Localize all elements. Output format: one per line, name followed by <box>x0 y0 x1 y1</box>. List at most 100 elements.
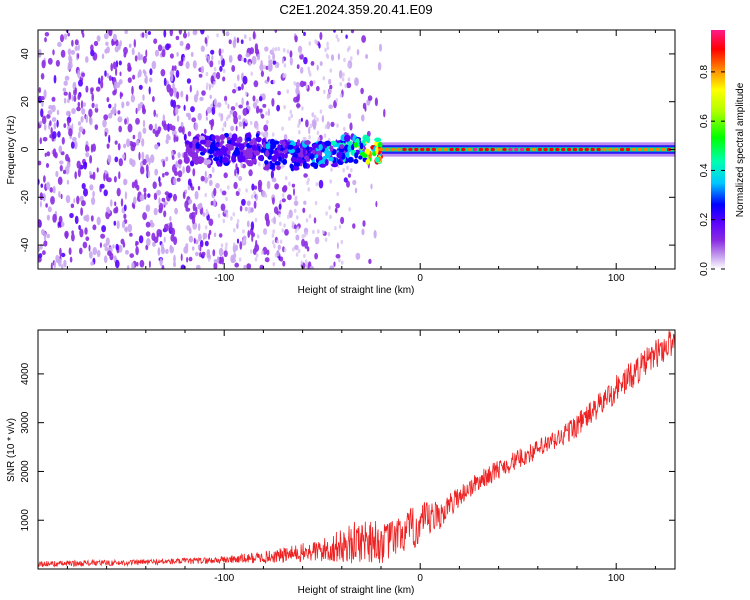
spectrogram-noise-cell <box>116 187 121 197</box>
spectrogram-noise-cell <box>114 201 117 207</box>
spectrogram-signal-cell <box>192 155 196 162</box>
spectrogram-noise-cell <box>243 57 247 63</box>
spectrogram-signal-cell <box>189 151 194 157</box>
spectrogram-noise-cell <box>67 118 70 126</box>
spectrogram-noise-cell <box>221 58 225 68</box>
spectrogram-noise-cell <box>108 103 112 109</box>
spectrogram-noise-cell <box>88 108 93 118</box>
spectrogram-noise-cell <box>61 252 66 258</box>
spectrogram-peak-cell <box>590 147 595 152</box>
spectrogram-noise-cell <box>90 144 94 153</box>
spectrogram-noise-cell <box>255 194 258 201</box>
spectrogram-noise-cell <box>156 232 159 239</box>
spectrogram-noise-cell <box>70 203 75 209</box>
spectrogram-peak-cell <box>637 147 642 152</box>
spectrogram-noise-cell <box>297 248 301 254</box>
spectrogram-noise-cell <box>355 252 361 260</box>
spectrogram-peak-cell <box>408 147 413 152</box>
spectrogram-noise-cell <box>258 162 261 167</box>
spectrogram-noise-cell <box>239 241 243 250</box>
spectrogram-noise-cell <box>305 119 309 128</box>
spectrogram-signal-cell <box>339 144 345 149</box>
spectrogram-noise-cell <box>145 204 151 212</box>
spectrogram-noise-cell <box>272 229 276 234</box>
spectrogram-noise-cell <box>307 177 310 182</box>
spectrogram-noise-cell <box>125 101 130 107</box>
spectrogram-noise-cell <box>119 91 122 100</box>
spectrogram-noise-cell <box>58 191 61 198</box>
spectrogram-signal-cell <box>292 166 300 171</box>
spectrogram-peak-cell <box>555 147 560 152</box>
spectrogram-noise-cell <box>274 47 278 52</box>
spectrogram-noise-cell <box>286 49 290 54</box>
spectrogram-noise-cell <box>60 34 64 43</box>
spectrogram-noise-cell <box>223 172 228 179</box>
spectrogram-noise-cell <box>333 30 336 33</box>
spectrogram-noise-cell <box>267 108 270 117</box>
spectrogram-noise-cell <box>216 71 221 80</box>
spectrogram-noise-cell <box>63 259 67 268</box>
spectrogram-noise-cell <box>39 243 43 250</box>
spectrogram-noise-cell <box>111 38 114 47</box>
spectrogram-noise-cell <box>79 228 84 238</box>
spectrogram-noise-cell <box>38 219 41 228</box>
spectrogram-noise-cell <box>47 206 52 213</box>
spectrogram-noise-cell <box>186 256 189 263</box>
spectrogram-noise-cell <box>157 126 162 132</box>
spectrogram-noise-cell <box>39 200 42 208</box>
spectrogram-noise-cell <box>330 167 333 172</box>
spectrogram-peak-cell <box>625 147 631 152</box>
spectrogram-noise-cell <box>108 30 113 37</box>
spectrogram-signal-cell <box>220 140 225 144</box>
spectrogram-noise-cell <box>313 217 317 224</box>
spectrogram-noise-cell <box>264 193 268 198</box>
spectrogram-noise-cell <box>122 154 126 159</box>
spectrogram-noise-cell <box>194 190 199 200</box>
spectrogram-noise-cell <box>325 211 328 216</box>
spectrogram-noise-cell <box>306 246 310 252</box>
spectrogram-noise-cell <box>69 212 74 219</box>
spectrogram-noise-cell <box>135 246 139 256</box>
spectrogram-noise-cell <box>245 119 248 124</box>
spectrogram-noise-cell <box>337 53 341 61</box>
spectrogram-noise-cell <box>201 90 206 96</box>
spectrogram-noise-cell <box>95 86 101 92</box>
spectrogram-noise-cell <box>173 254 176 264</box>
spectrogram-noise-cell <box>171 65 175 72</box>
spectrogram-noise-cell <box>76 195 80 205</box>
spectrogram-peak-cell <box>631 147 636 152</box>
spectrogram-noise-cell <box>196 264 201 269</box>
spectrogram-noise-cell <box>284 229 289 236</box>
spectrogram-noise-cell <box>218 48 222 57</box>
spectrogram-noise-cell <box>299 51 302 56</box>
spectrogram-noise-cell <box>90 261 94 266</box>
spectrogram-noise-cell <box>142 107 146 115</box>
spectrogram-noise-cell <box>264 257 270 263</box>
spectrogram-noise-cell <box>206 251 211 259</box>
spectrogram-noise-cell <box>208 218 214 226</box>
spectrogram-noise-cell <box>242 229 245 234</box>
spectrogram-noise-cell <box>361 114 365 122</box>
spectrogram-noise-cell <box>142 212 148 221</box>
spectrogram-noise-cell <box>213 198 216 207</box>
spectrogram-noise-cell <box>51 104 56 113</box>
spectrogram-noise-cell <box>127 65 132 72</box>
spectrogram-noise-cell <box>346 47 350 53</box>
spectrogram-noise-cell <box>221 190 227 196</box>
spectrogram-noise-cell <box>283 104 286 110</box>
spectrogram-noise-cell <box>262 103 267 108</box>
spectrogram-noise-cell <box>301 106 304 111</box>
spectrogram-noise-cell <box>234 262 239 268</box>
spectrogram-noise-cell <box>191 117 197 123</box>
spectrogram-noise-cell <box>176 91 180 100</box>
spectrogram-noise-cell <box>197 244 200 250</box>
spectrogram-noise-cell <box>216 33 219 38</box>
spectrogram-noise-cell <box>47 110 53 115</box>
spectrogram-noise-cell <box>209 60 214 68</box>
spectrogram-signal-cell <box>328 157 334 162</box>
spectrogram-noise-cell <box>190 106 195 113</box>
spectrogram-noise-cell <box>274 183 279 190</box>
spectrogram-noise-cell <box>185 207 191 212</box>
spectrogram-noise-cell <box>354 187 358 194</box>
spectrogram-noise-cell <box>294 224 297 230</box>
